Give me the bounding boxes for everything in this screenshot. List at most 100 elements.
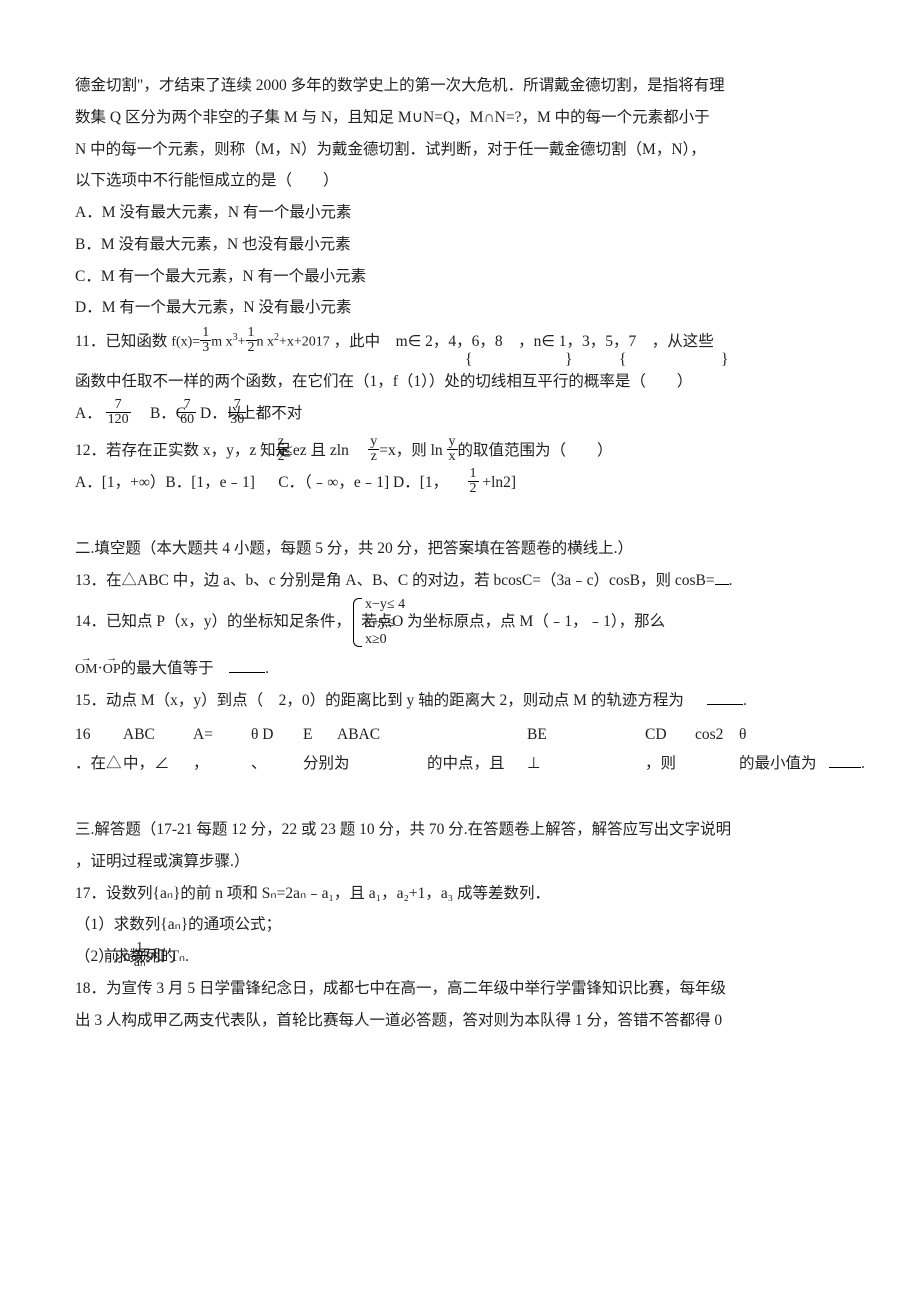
frac-den: aₙ — [132, 956, 148, 970]
q17-l1: 17．设数列{aₙ}的前 n 项和 Sₙ=2aₙ﹣a₁，且 a₁，a₂+1，a₃… — [75, 878, 845, 910]
q14-case1: x−y≤ 4 — [365, 596, 405, 614]
q16-row2: ．在△ 中，∠ ， 、 分别为 、 的中点，且 ⊥ ，则 的最小值为 . — [75, 748, 845, 780]
frac-num: z — [276, 435, 287, 450]
q11-mid1: m x — [211, 335, 232, 350]
q12-frac1: z2 — [276, 435, 287, 464]
q17-l3b: Tₙ. — [166, 948, 189, 965]
q16-period: . — [861, 755, 865, 772]
frac-num: y — [447, 435, 458, 450]
q16-r1c8: CD — [645, 719, 695, 751]
q11-frac1: 13 — [200, 326, 211, 355]
section-ii-head: 二.填空题（本大题共 4 小题，每题 5 分，共 20 分，把答案填在答题卷的横… — [75, 533, 845, 565]
q11-lead: 11．已知函数 — [75, 333, 167, 350]
q14-overlap: 若点O 为坐标原点，点 M（﹣1，﹣1），那么 — [361, 613, 665, 630]
q14-lead: 14．已知点 P（x，y）的坐标知足条件， — [75, 613, 351, 630]
frac-den: 30 — [228, 413, 246, 427]
q16-r1c3: θ D — [251, 719, 303, 751]
q17-l2: （1）求数列{aₙ}的通项公式； — [75, 909, 845, 941]
frac-den: z — [368, 450, 379, 464]
section-iii-l2: ，证明过程或演算步骤.） — [75, 846, 845, 878]
q16-blank — [829, 753, 861, 768]
q10-optB: B．M 没有最大元素，N 也没有最小元素 — [75, 229, 845, 261]
q17-frac: 1aₙ — [132, 941, 148, 970]
q12-options: A．[1，+∞）B．[1，e﹣1] C．（﹣∞，e﹣1] D．[1， 12 +l… — [75, 467, 845, 499]
frac-den: 2 — [468, 482, 479, 496]
q14-case2a: x+y≤ — [365, 615, 395, 630]
section-iii-l1: 三.解答题（17-21 每题 12 分，22 或 23 题 10 分，共 70 … — [75, 814, 845, 846]
q11-line2: 函数中任取不一样的两个函数，在它们在（1，f（1））处的切线相互平行的概率是（ … — [75, 366, 845, 398]
q16-r2c3: 、 — [251, 748, 303, 780]
q16-r2c8: ，则 — [645, 748, 695, 780]
q10-line1: 德金切割"，才结束了连续 2000 多年的数学史上的第一次大危机．所谓戴金德切割… — [75, 70, 845, 102]
q10-line4: 以下选项中不行能恒成立的是（ ） — [75, 165, 845, 197]
q16-r1c7: BE — [527, 719, 645, 751]
q15-blank — [707, 690, 743, 705]
q12-line1: 12．若存在正实数 x，y，z 知足≤z2x≤ez 且 zln yz=x，则 l… — [75, 435, 845, 467]
q14-case2: x+y≤ — [365, 614, 405, 632]
q16-r1c0: 16 — [75, 719, 123, 751]
q15: 15．动点 M（x，y）到点（ 2，0）的距离比到 y 轴的距离大 2，则动点 … — [75, 685, 845, 717]
q12-frac2: yz — [368, 435, 379, 464]
frac-den: 60 — [178, 413, 196, 427]
q11-frac2: 12 — [246, 326, 257, 355]
q14-line1: 14．已知点 P（x，y）的坐标知足条件， x−y≤ 4 x+y≤ x≥0 若点… — [75, 596, 845, 649]
q10-line3: N 中的每一个元素，则称（M，N）为戴金德切割．试判断，对于任一戴金德切割（M，… — [75, 134, 845, 166]
q16-r2c5: 、 — [337, 748, 427, 780]
frac-num: 1 — [200, 326, 211, 341]
q11-optB-frac: 760 — [178, 398, 196, 427]
q16-r1c1: ABC — [123, 719, 193, 751]
q14-vec-om: OM — [75, 656, 98, 685]
q11-optA-label: A． — [75, 405, 102, 422]
q12-lead: 12．若存在正实数 x，y，z 知足 — [75, 442, 291, 459]
q14-cases: x−y≤ 4 x+y≤ x≥0 — [351, 596, 405, 649]
frac-den: 2 — [276, 450, 287, 464]
q12-optA: A．[1，+∞）B．[1，e﹣1] — [75, 474, 255, 491]
frac-num: 1 — [468, 467, 479, 482]
q14-period: . — [265, 660, 269, 677]
q11-mid2: n x — [257, 335, 275, 350]
q14-tail: 的最大值等于 — [121, 660, 230, 677]
q13-period: . — [729, 572, 733, 589]
q16-r2c4: 分别为 — [303, 748, 337, 780]
q16-r2c1: 中，∠ — [123, 748, 193, 780]
frac-num: 1 — [246, 326, 257, 341]
q16-r2c11: . — [829, 748, 865, 780]
q15-period: . — [743, 692, 747, 709]
q12-frac3: yx — [447, 435, 458, 464]
q11-optC-frac: 730 — [228, 398, 246, 427]
frac-num: 7 — [178, 398, 196, 413]
q10-line2: 数集 Q 区分为两个非空的子集 M 与 N，且知足 M∪N=Q，M∩N=?，M … — [75, 102, 845, 134]
q17-l3: （2）求数列的1aₙ前 n 项和 Tₙ. — [75, 941, 845, 973]
frac-num: 1 — [132, 941, 148, 956]
q13-text: 13．在△ABC 中，边 a、b、c 分别是角 A、B、C 的对边，若 bcos… — [75, 572, 715, 589]
q16-r1c10: θ — [739, 719, 829, 751]
q16-r1c11 — [829, 719, 845, 751]
frac-den: 3 — [200, 341, 211, 355]
q11-optA-frac: 7120 — [106, 398, 131, 427]
q16-r2c0: ．在△ — [75, 748, 123, 780]
q16-r2c2: ， — [193, 748, 251, 780]
q16-r2c7: ⊥ — [527, 748, 645, 780]
q12-optD-tail: +ln2] — [479, 474, 517, 491]
q11-optC-tail: 上都不对 — [240, 405, 302, 422]
q16-r1c6 — [427, 719, 527, 751]
q11-tail: +x+2017 — [279, 335, 330, 350]
frac-num: 7 — [106, 398, 131, 413]
q16-r1c5: ABAC — [337, 719, 427, 751]
q16: 16 ABC A= θ D E ABAC BE CD cos2 θ ．在△ 中，… — [75, 719, 845, 781]
q14-blank — [229, 658, 265, 673]
q10-optD: D．M 有一个最大元素，N 没有最小元素 — [75, 292, 845, 324]
frac-den: x — [447, 450, 458, 464]
q11-plus1: + — [238, 335, 246, 350]
q16-r2c10: 的最小值为 — [739, 748, 829, 780]
q16-row1: 16 ABC A= θ D E ABAC BE CD cos2 θ — [75, 719, 845, 751]
q11-options: A． 7120 B．C760 D．以730上都不对 — [75, 398, 845, 430]
frac-den: 120 — [106, 413, 131, 427]
q16-r2c6: 的中点，且 — [427, 748, 527, 780]
q14-case3: x≥0 — [365, 631, 405, 649]
q13: 13．在△ABC 中，边 a、b、c 分别是角 A、B、C 的对边，若 bcos… — [75, 565, 845, 597]
frac-num: 7 — [228, 398, 246, 413]
q18-l2: 出 3 人构成甲乙两支代表队，首轮比赛每人一道必答题，答对则为本队得 1 分，答… — [75, 1005, 845, 1037]
q16-r1c9: cos2 — [695, 719, 739, 751]
q12-optC: C．（﹣∞，e﹣1] D．[1， — [278, 474, 448, 491]
